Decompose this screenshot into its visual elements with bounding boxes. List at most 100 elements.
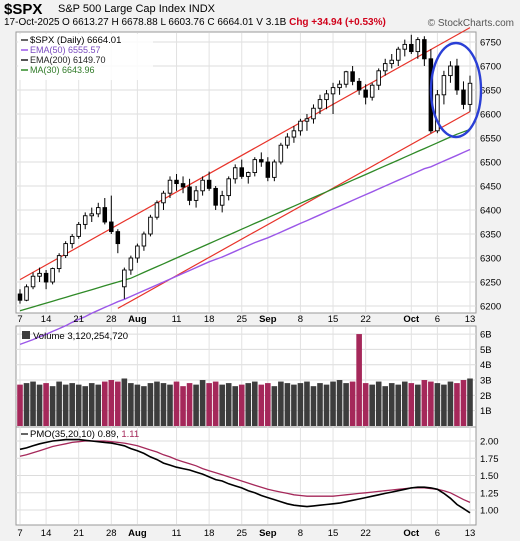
pmo-lines bbox=[19, 438, 471, 514]
candle-body bbox=[402, 43, 408, 50]
date-tick-label: 22 bbox=[360, 314, 371, 325]
ticker-symbol: $SPX bbox=[4, 1, 43, 18]
volume-bar bbox=[95, 384, 102, 426]
volume-bars bbox=[17, 334, 473, 426]
volume-bar bbox=[17, 384, 23, 426]
candle-body bbox=[337, 83, 342, 89]
candle-body bbox=[219, 195, 225, 206]
date-tick-label: 8 bbox=[298, 528, 303, 539]
candle-body bbox=[135, 245, 140, 259]
volume-bar bbox=[428, 381, 434, 426]
candle-body bbox=[167, 179, 173, 194]
legend-ema50: EMA(50) 6555.57 bbox=[30, 45, 101, 55]
candle-body bbox=[252, 159, 258, 174]
volume-bar bbox=[310, 386, 317, 426]
price-tick-label: 6200 bbox=[480, 302, 501, 313]
date-tick-label: 13 bbox=[465, 528, 476, 539]
pmo-tick-label: 1.50 bbox=[480, 471, 499, 482]
price-tick-label: 6450 bbox=[480, 182, 501, 193]
date-tick-label: 14 bbox=[41, 314, 52, 325]
volume-bar bbox=[343, 383, 349, 426]
date-tick-label: 18 bbox=[204, 314, 215, 325]
volume-bar bbox=[382, 386, 389, 426]
volume-bar bbox=[23, 383, 30, 426]
candle-body bbox=[56, 255, 62, 270]
volume-bar bbox=[88, 383, 95, 426]
volume-tick-label: 5B bbox=[480, 345, 492, 356]
volume-bar bbox=[62, 384, 69, 426]
legend-volume: Volume 3,120,254,720 bbox=[33, 331, 128, 342]
volume-bar bbox=[167, 384, 173, 426]
price-legend: $SPX (Daily) 6664.01 EMA(50) 6555.57 EMA… bbox=[18, 34, 153, 80]
candle-body bbox=[350, 71, 355, 82]
volume-bar bbox=[388, 383, 395, 426]
candle-body bbox=[278, 144, 284, 163]
candle-body bbox=[37, 272, 42, 277]
volume-bar bbox=[336, 380, 343, 426]
price-tick-label: 6400 bbox=[480, 206, 501, 217]
candle-body bbox=[259, 159, 264, 163]
volume-tick-label: 4B bbox=[480, 360, 492, 371]
price-tick-label: 6550 bbox=[480, 134, 501, 145]
candle-body bbox=[389, 59, 394, 65]
volume-tick-label: 2B bbox=[480, 391, 492, 402]
price-tick-label: 6500 bbox=[480, 158, 501, 169]
date-tick-label: 7 bbox=[17, 528, 22, 539]
candle-body bbox=[324, 93, 329, 101]
volume-bar bbox=[134, 384, 141, 426]
candle-body bbox=[298, 120, 303, 132]
volume-bar bbox=[271, 386, 278, 426]
date-tick-label: Sep bbox=[259, 314, 277, 325]
candle-body bbox=[180, 183, 186, 188]
chart-header: $SPX S&P 500 Large Cap Index INDX 17-Oct… bbox=[0, 0, 520, 32]
date-tick-label: 15 bbox=[328, 528, 339, 539]
date-tick-label: 18 bbox=[204, 528, 215, 539]
date-tick-label: 6 bbox=[435, 528, 440, 539]
date-tick-label: 8 bbox=[298, 314, 303, 325]
volume-bar bbox=[82, 386, 89, 426]
candle-body bbox=[187, 186, 192, 201]
volume-bar bbox=[265, 383, 271, 426]
volume-bar bbox=[441, 384, 447, 426]
candle-body bbox=[154, 202, 160, 218]
axis-labels: 6200 6250 6300 6350 6400 6450 6500 6550 6600 6650… bbox=[17, 38, 501, 540]
volume-bar bbox=[121, 378, 128, 426]
quote-date: 17-Oct-2025 bbox=[4, 17, 60, 28]
highlight-circle bbox=[429, 41, 483, 139]
candle-body bbox=[50, 268, 55, 283]
candle-body bbox=[467, 82, 473, 105]
date-tick-label: 14 bbox=[41, 528, 52, 539]
price-tick-label: 6650 bbox=[480, 86, 501, 97]
pmo-line bbox=[19, 438, 471, 514]
volume-bar bbox=[43, 383, 49, 426]
candle-body bbox=[415, 39, 421, 53]
volume-bar bbox=[49, 386, 56, 426]
candle-body bbox=[396, 48, 401, 61]
price-tick-label: 6350 bbox=[480, 230, 501, 241]
date-tick-label: 28 bbox=[106, 528, 117, 539]
candle-body bbox=[356, 80, 362, 91]
volume-bar bbox=[225, 383, 232, 426]
candle-body bbox=[161, 192, 166, 204]
volume-bar bbox=[460, 380, 467, 426]
price-tick-label: 6700 bbox=[480, 62, 501, 73]
legend-pmo: PMO(35,20,10) 0.89, 1.11 bbox=[30, 429, 139, 440]
candle-body bbox=[148, 216, 153, 235]
candle-body bbox=[369, 84, 375, 98]
candle-body bbox=[382, 63, 388, 72]
candle-body bbox=[435, 94, 440, 132]
volume-bar bbox=[395, 384, 402, 426]
candle-body bbox=[206, 179, 212, 189]
candle-body bbox=[330, 87, 336, 95]
volume-bar bbox=[193, 384, 199, 426]
date-tick-label: 21 bbox=[73, 314, 84, 325]
volume-bar bbox=[330, 381, 336, 426]
candle-body bbox=[422, 39, 427, 60]
volume-bar bbox=[69, 383, 75, 426]
volume-bar bbox=[284, 383, 291, 426]
candle-body bbox=[24, 286, 29, 301]
ohlc-stats: O 6613.27 H 6678.88 L 6603.76 C 6664.01 … bbox=[62, 17, 386, 28]
volume-bar bbox=[245, 383, 252, 426]
volume-bar bbox=[362, 383, 369, 426]
